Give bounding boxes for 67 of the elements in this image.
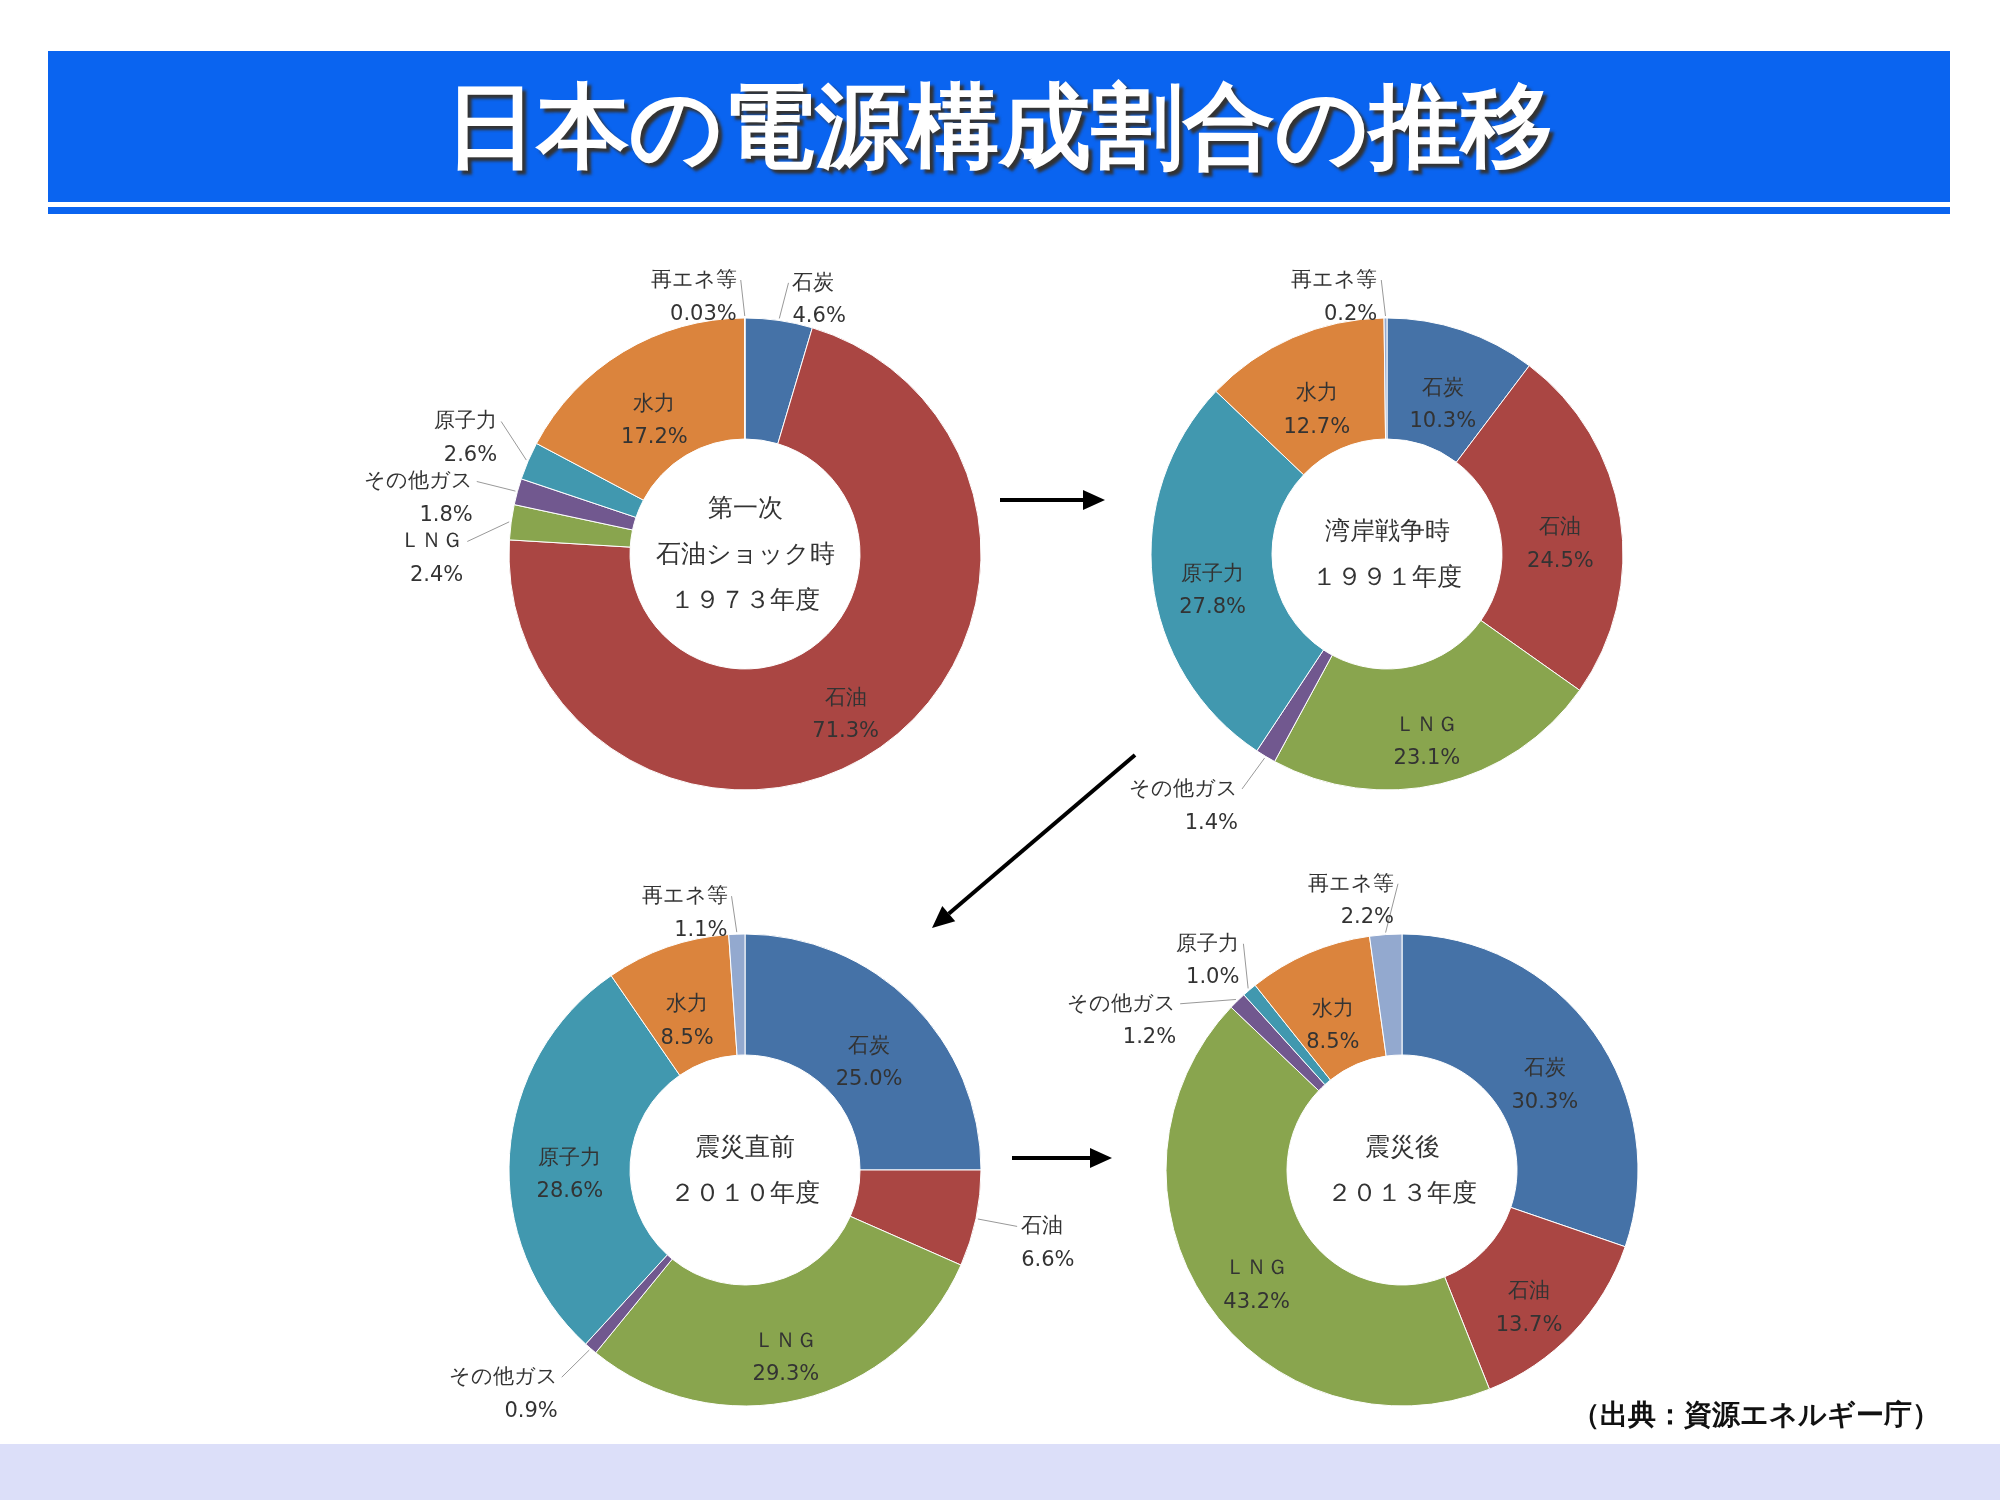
data-label: 8.5% <box>1306 1029 1360 1054</box>
data-label: 8.5% <box>660 1024 714 1049</box>
slice-label: その他ガス <box>363 468 473 493</box>
slice-label: 原子力 <box>1181 560 1245 585</box>
data-label: 1.2% <box>1122 1024 1177 1049</box>
text: ２０１３年度 <box>1327 1178 1477 1207</box>
data-label: 30.3% <box>1511 1088 1579 1113</box>
slice-label: 原子力 <box>538 1144 602 1169</box>
slice-label: 再エネ等 <box>1308 870 1394 895</box>
slice-label: 石油 <box>824 684 867 709</box>
slice-label: ＬＮＧ <box>1225 1255 1289 1280</box>
data-label: 2.4% <box>409 562 464 587</box>
data-label: 2.2% <box>1340 904 1394 929</box>
text: １９７３年度 <box>670 585 820 614</box>
data-label: 2.6% <box>443 442 498 467</box>
text: （出典：資源エネルギー庁） <box>1572 1397 1940 1433</box>
text: 湾岸戦争時 <box>1324 516 1450 545</box>
slice-label: 石炭 <box>1523 1055 1566 1080</box>
slice-label: 再エネ等 <box>1291 267 1378 292</box>
slice-label: その他ガス <box>448 1364 558 1389</box>
slice-label: ＬＮＧ <box>754 1327 818 1352</box>
data-label: 24.5% <box>1527 547 1594 572</box>
text: １９９１年度 <box>1312 562 1462 591</box>
data-label: 1.4% <box>1184 809 1239 834</box>
slice-label: 石油 <box>1508 1278 1551 1303</box>
data-label: 10.3% <box>1409 408 1477 433</box>
data-label: 23.1% <box>1393 745 1461 770</box>
slice-label: その他ガス <box>1067 990 1177 1015</box>
data-label: 0.03% <box>670 300 737 325</box>
slice-label: その他ガス <box>1129 775 1239 800</box>
slice-label: 石炭 <box>1421 374 1464 399</box>
text: 第一次 <box>707 493 783 522</box>
data-label: 6.6% <box>1021 1247 1075 1272</box>
data-label: 27.8% <box>1179 594 1246 619</box>
data-label: 1.0% <box>1186 964 1240 989</box>
data-label: 1.8% <box>419 502 473 527</box>
data-label: 0.2% <box>1323 300 1378 325</box>
slice-label: 原子力 <box>434 408 498 433</box>
slice-label: 石炭 <box>792 269 835 294</box>
slice-label: 水力 <box>1311 995 1354 1020</box>
slice-label: 再エネ等 <box>650 267 737 291</box>
slice-label: 再エネ等 <box>641 883 728 908</box>
slice-label: 水力 <box>666 991 709 1016</box>
slice-label: 原子力 <box>1176 930 1240 955</box>
data-label: 0.9% <box>504 1397 558 1422</box>
data-label: 1.1% <box>674 916 728 941</box>
text: ２０１０年度 <box>670 1178 820 1207</box>
slice-label: 石炭 <box>848 1032 891 1057</box>
data-label: 13.7% <box>1495 1311 1563 1336</box>
text: 石油ショック時 <box>655 539 835 568</box>
slice-label: ＬＮＧ <box>1395 711 1459 736</box>
slice-label: 石油 <box>1021 1213 1064 1238</box>
text: 震災直前 <box>695 1132 795 1161</box>
slice-label: ＬＮＧ <box>400 528 464 553</box>
data-label: 17.2% <box>621 424 688 449</box>
slice-label: 水力 <box>633 390 676 415</box>
data-label: 12.7% <box>1283 413 1351 438</box>
slice-label: 石油 <box>1539 514 1582 539</box>
chart-title: 日本の電源構成割合の推移 <box>48 51 1950 202</box>
text: 震災後 <box>1364 1132 1440 1161</box>
data-label: 28.6% <box>536 1178 604 1203</box>
data-label: 29.3% <box>752 1361 820 1386</box>
data-label: 4.6% <box>792 303 846 328</box>
data-label: 25.0% <box>835 1066 903 1091</box>
data-label: 43.2% <box>1223 1288 1290 1313</box>
data-label: 71.3% <box>812 718 880 743</box>
slice-label: 水力 <box>1295 380 1338 405</box>
